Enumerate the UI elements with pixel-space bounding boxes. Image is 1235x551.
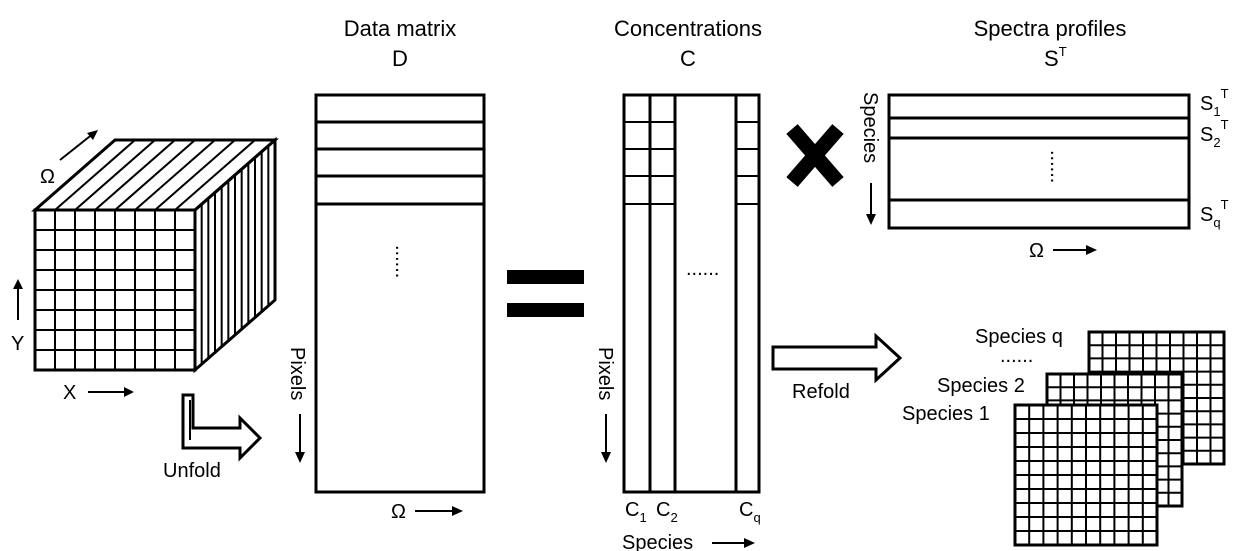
x-arrowhead bbox=[124, 387, 134, 397]
data-matrix-omega-label: Ω bbox=[391, 501, 406, 523]
equals-sign-top bbox=[507, 270, 584, 284]
omega-arrowhead-d bbox=[452, 506, 463, 516]
cube-x-label: X bbox=[63, 382, 76, 404]
omega-arrowhead-cube bbox=[87, 130, 98, 140]
cube-top-slice-line bbox=[54, 139, 136, 211]
species-arrowhead-s bbox=[866, 214, 876, 225]
cube-top-slice-line bbox=[154, 139, 236, 211]
cube-omega-label: Ω bbox=[40, 166, 55, 188]
unfold-label: Unfold bbox=[163, 460, 221, 482]
cube-top-slice-line bbox=[114, 139, 196, 211]
species-q-label: Species q bbox=[975, 326, 1063, 348]
refold-label: Refold bbox=[792, 381, 850, 403]
cube-top-slice-line bbox=[174, 139, 256, 211]
species-arrowhead-c bbox=[744, 538, 755, 548]
unfold-arrow bbox=[181, 393, 263, 462]
species-dots: ...... bbox=[1000, 345, 1033, 367]
data-matrix-pixels-label: Pixels bbox=[286, 347, 308, 400]
species-1-map bbox=[1013, 403, 1159, 547]
spectra-species-label: Species bbox=[859, 92, 881, 163]
data-cube bbox=[31, 136, 279, 374]
concentrations-pixels-label: Pixels bbox=[594, 347, 616, 400]
concentration-cells bbox=[624, 121, 759, 205]
spectra-symbol: ST bbox=[1044, 44, 1067, 71]
data-matrix-symbol: D bbox=[392, 46, 408, 71]
pixels-arrowhead-d bbox=[295, 452, 305, 463]
equals-sign-bottom bbox=[507, 303, 584, 317]
refold-arrow bbox=[771, 332, 903, 384]
species-1-map-grid bbox=[1015, 405, 1157, 545]
concentrations-title: Concentrations bbox=[614, 16, 762, 41]
spectra-dots: ...... bbox=[1046, 150, 1068, 183]
cube-top-slice-line bbox=[74, 139, 156, 211]
multiply-sign bbox=[786, 124, 844, 187]
y-arrowhead bbox=[13, 279, 23, 289]
cq-label: Cq bbox=[739, 499, 761, 525]
spectra-box bbox=[887, 93, 1191, 230]
cube-top-slice-line bbox=[94, 139, 176, 211]
s2-label: S2T bbox=[1200, 117, 1229, 150]
data-matrix-title: Data matrix bbox=[344, 16, 456, 41]
data-matrix-box bbox=[314, 93, 486, 494]
species-maps bbox=[1013, 330, 1226, 547]
spectra-omega-label: Ω bbox=[1029, 240, 1044, 262]
concentrations-symbol: C bbox=[680, 46, 696, 71]
cube-top-lines bbox=[54, 139, 256, 211]
species-2-label: Species 2 bbox=[937, 375, 1025, 397]
omega-arrowhead-s bbox=[1086, 245, 1097, 255]
cube-side-lines bbox=[200, 145, 270, 365]
species-1-label: Species 1 bbox=[902, 403, 990, 425]
concentrations-box bbox=[622, 93, 761, 494]
cube-top-slice-line bbox=[134, 139, 216, 211]
concentrations-species-label: Species bbox=[622, 532, 693, 551]
spectra-title: Spectra profiles bbox=[974, 16, 1127, 41]
s1-label: S1T bbox=[1200, 86, 1229, 119]
pixels-arrowhead-c bbox=[601, 452, 611, 463]
omega-arrow-cube bbox=[59, 132, 95, 161]
cube-y-label: Y bbox=[11, 333, 24, 355]
c1-label: C1 bbox=[625, 499, 647, 525]
c2-label: C2 bbox=[656, 499, 678, 525]
cube-front-grid bbox=[35, 210, 195, 370]
data-matrix-dots: ...... bbox=[391, 245, 413, 278]
concentrations-dots: ...... bbox=[686, 258, 719, 280]
sq-label: SqT bbox=[1200, 197, 1229, 230]
